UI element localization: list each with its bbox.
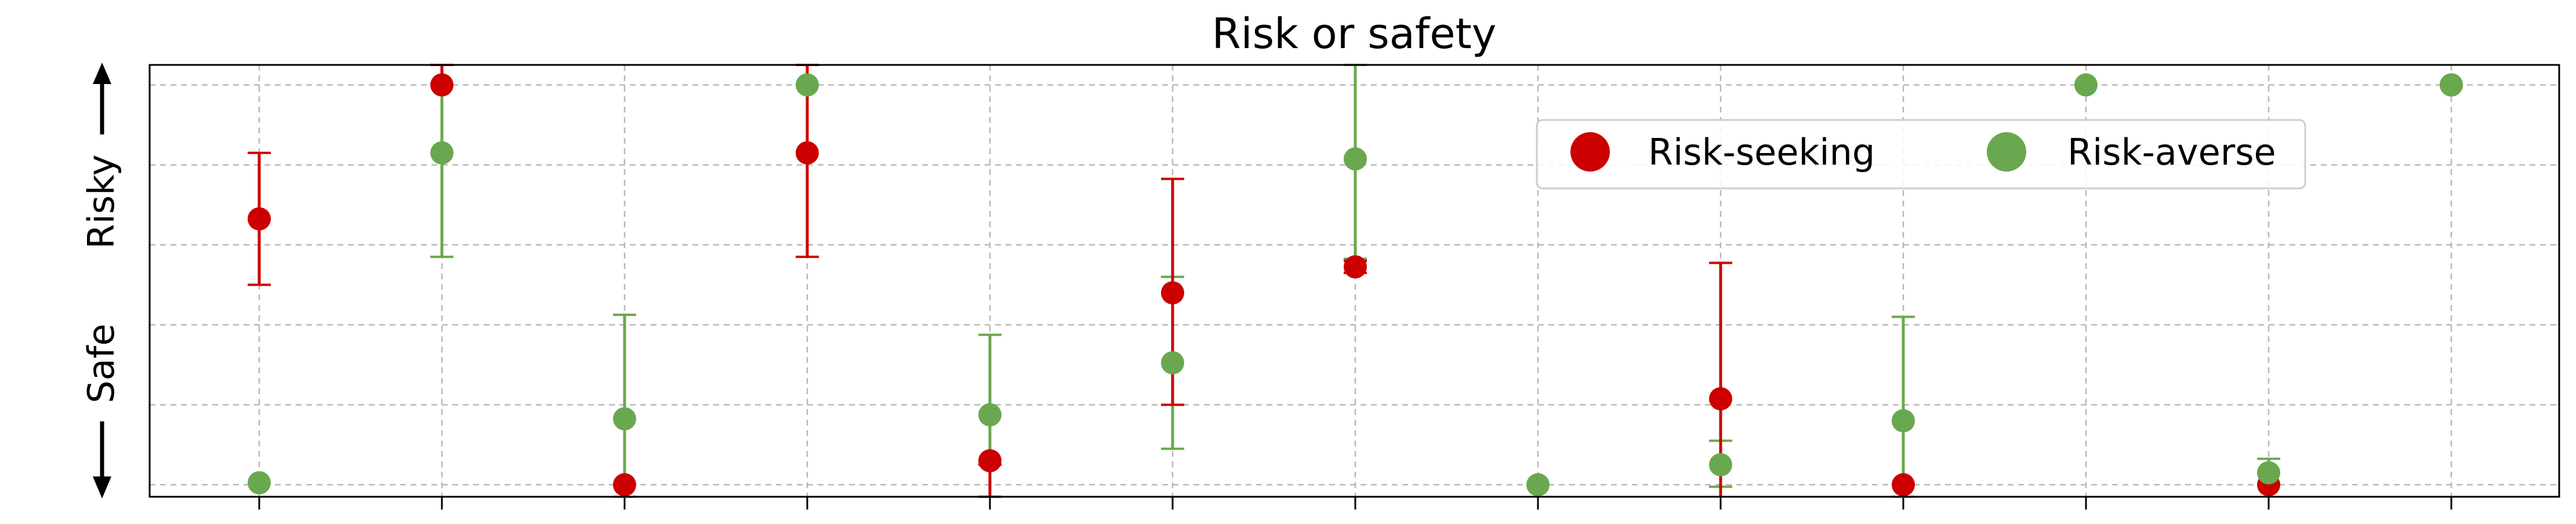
risk-averse-point	[613, 407, 636, 431]
legend: Risk-seeking Risk-averse	[1536, 119, 2306, 190]
risk-averse-point	[2257, 461, 2280, 485]
risk-averse-point	[1709, 453, 1732, 476]
risk-seeking-point	[1709, 387, 1732, 410]
legend-marker-risk-averse	[1987, 132, 2026, 172]
risk-averse-point	[1161, 351, 1184, 374]
chart-title: Risk or safety	[1212, 9, 1497, 58]
risk-averse-point	[1344, 147, 1367, 171]
risk-averse-point	[2074, 73, 2098, 97]
up-arrow-icon	[93, 63, 111, 84]
risk-seeking-point	[1161, 281, 1184, 305]
risk-averse-point	[978, 403, 1002, 427]
safe-axis-annotation: Safe	[80, 323, 122, 498]
risk-averse-point	[1526, 473, 1550, 497]
x-ticks	[258, 497, 2452, 510]
risk-averse-point	[2440, 73, 2463, 97]
risk-averse-point	[248, 471, 271, 494]
down-arrow-icon	[93, 476, 111, 498]
risk-averse-point	[796, 73, 819, 97]
risk-seeking-point	[978, 449, 1002, 472]
risk-seeking-point	[430, 73, 453, 97]
risk-averse-point	[430, 141, 453, 165]
legend-box	[1536, 119, 2306, 190]
legend-label-risk-seeking: Risk-seeking	[1648, 131, 1875, 173]
legend-marker-risk-seeking	[1570, 132, 1610, 172]
ylabel-safe: Safe	[80, 323, 122, 403]
risk-seeking-point	[1892, 473, 1915, 497]
risk-seeking-point	[796, 141, 819, 165]
data-points	[248, 73, 2463, 497]
risk-seeking-point	[1344, 255, 1367, 279]
legend-label-risk-averse: Risk-averse	[2067, 131, 2276, 173]
ylabel-risky: Risky	[80, 155, 122, 249]
risk-averse-point	[1892, 409, 1915, 432]
risk-seeking-point	[248, 207, 271, 231]
risk-seeking-point	[613, 473, 636, 497]
risky-axis-annotation: Risky	[80, 63, 122, 249]
plot-frame	[148, 64, 2560, 498]
